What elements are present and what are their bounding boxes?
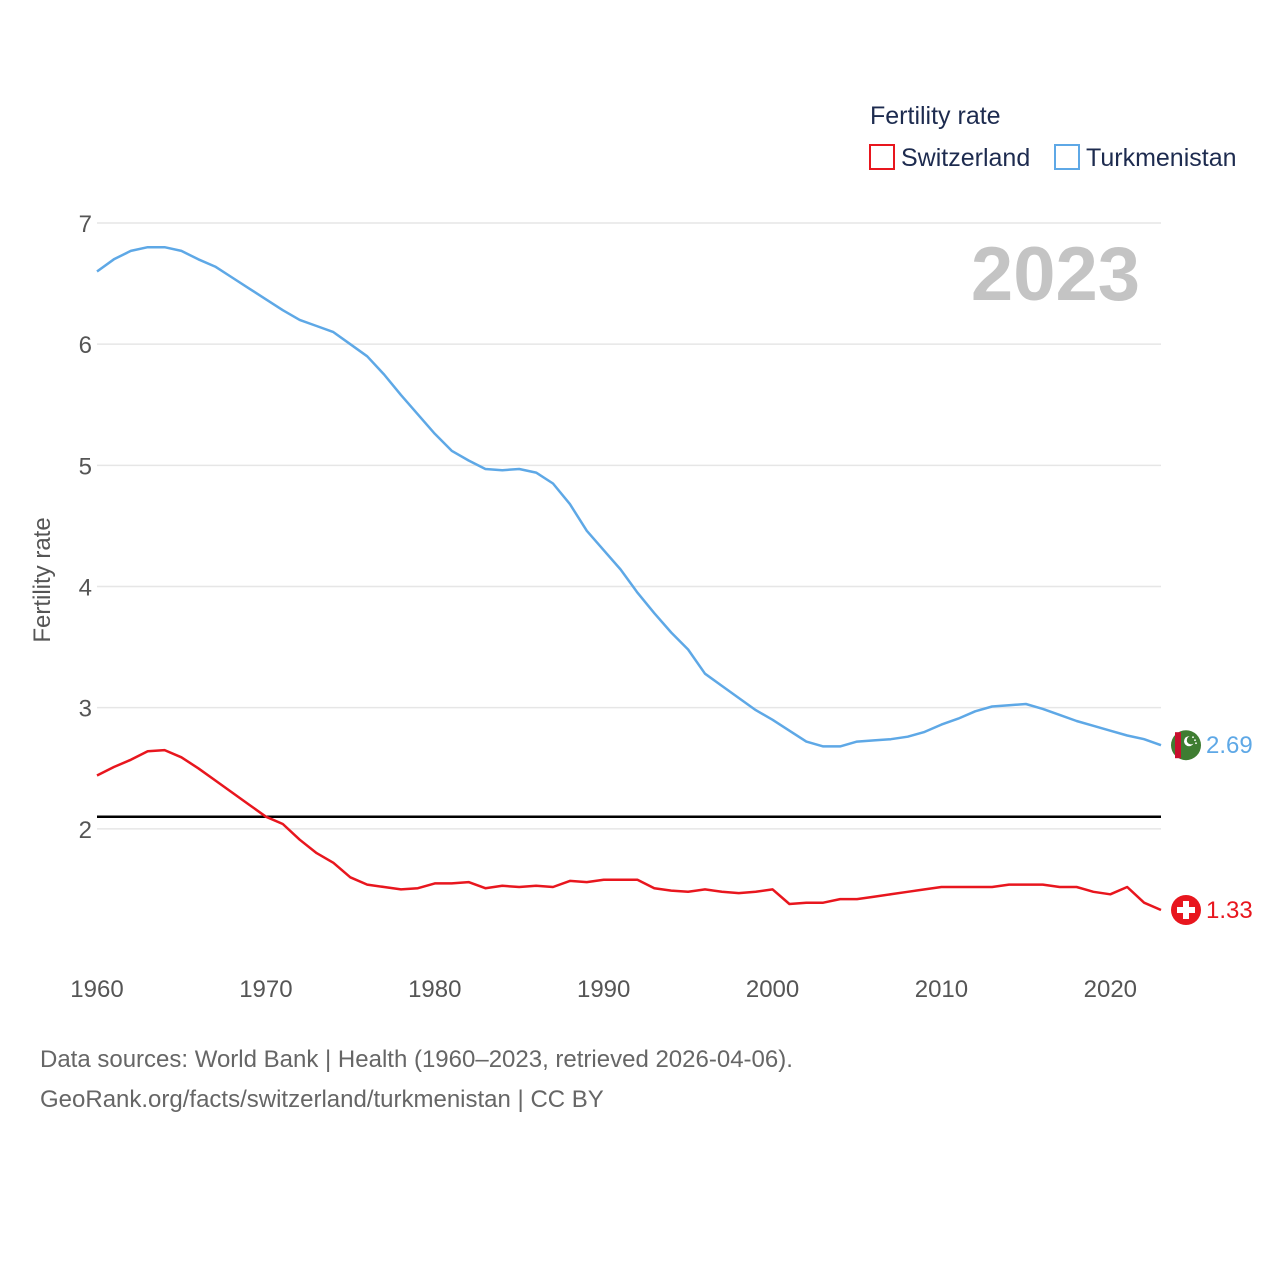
legend-item-switzerland[interactable]: Switzerland (869, 144, 1030, 172)
x-tick-label: 1990 (577, 976, 630, 1003)
y-axis-title: Fertility rate (29, 517, 56, 642)
source-line-link[interactable]: GeoRank.org/facts/switzerland/turkmenist… (40, 1086, 604, 1113)
legend-title: Fertility rate (870, 102, 1001, 130)
legend-swatch-switzerland (869, 144, 895, 170)
y-tick-label: 7 (79, 211, 92, 238)
switzerland-end-value: 1.33 (1206, 897, 1253, 924)
y-tick-label: 2 (79, 817, 92, 844)
x-tick-label: 2010 (915, 976, 968, 1003)
legend-label-turkmenistan: Turkmenistan (1086, 144, 1237, 172)
switzerland-end-marker: 1.33 (1171, 895, 1253, 925)
grid-lines (97, 222, 1161, 830)
year-label: 2023 (971, 232, 1140, 317)
series-line-turkmenistan (96, 245, 1162, 748)
y-tick-label: 3 (79, 696, 92, 723)
x-axis-ticks: 1960 1970 1980 1990 2000 2010 2020 (70, 976, 1137, 1003)
x-tick-label: 1960 (70, 976, 123, 1003)
legend-swatch-turkmenistan (1054, 144, 1080, 170)
source-note: Data sources: World Bank | Health (1960–… (40, 1040, 793, 1120)
turkmenistan-end-marker: 2.69 (1171, 730, 1253, 761)
fertility-rate-chart: 2 3 4 5 6 7 1960 1970 1980 1990 2000 2010 2020 Fert… (29, 102, 1253, 1003)
series-line-switzerland (96, 748, 1162, 912)
x-tick-label: 2020 (1084, 976, 1137, 1003)
legend: Fertility rate Switzerland Turkmenistan (869, 102, 1237, 172)
y-axis-ticks: 2 3 4 5 6 7 (79, 211, 92, 844)
end-markers: 2.69 1.33 (1171, 730, 1253, 925)
turkmenistan-end-value: 2.69 (1206, 732, 1253, 759)
legend-item-turkmenistan[interactable]: Turkmenistan (1054, 144, 1237, 172)
x-tick-label: 2000 (746, 976, 799, 1003)
x-tick-label: 1980 (408, 976, 461, 1003)
switzerland-flag-icon (1171, 895, 1201, 925)
source-line-data: Data sources: World Bank | Health (1960–… (40, 1046, 793, 1073)
y-tick-label: 4 (79, 575, 92, 602)
legend-label-switzerland: Switzerland (901, 144, 1030, 172)
series-lines (96, 245, 1162, 912)
x-tick-label: 1970 (239, 976, 292, 1003)
y-tick-label: 6 (79, 332, 92, 359)
turkmenistan-flag-icon (1171, 730, 1201, 761)
y-tick-label: 5 (79, 453, 92, 480)
